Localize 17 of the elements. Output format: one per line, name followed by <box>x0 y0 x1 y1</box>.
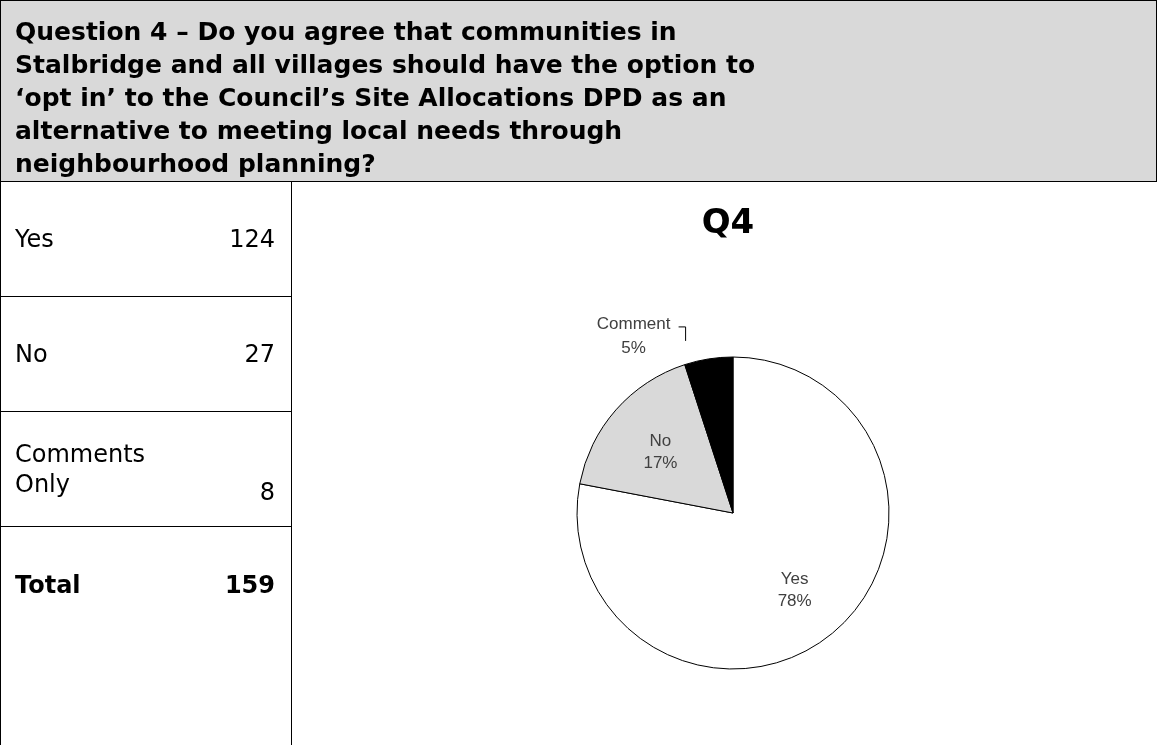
slice-label: Yes <box>780 569 809 589</box>
slice-label: Comment <box>596 313 671 333</box>
pie-slice <box>576 356 890 670</box>
text: Comments Only <box>14 439 147 499</box>
text: 27 <box>243 340 275 368</box>
text: No <box>14 339 49 369</box>
text: Yes <box>14 224 55 254</box>
text: Question 4 – Do you agree that communities in Stalbridge and all villages should have the option to ‘opt in’ to the Council’s Site Allocations DPD as an alternative to meeting local needs through neighbourhood planning? <box>14 16 757 180</box>
data-label: 5% <box>621 337 646 357</box>
data-label: 17% <box>643 452 678 472</box>
text: 8 <box>258 478 275 508</box>
chart-title: Q4 <box>701 201 755 241</box>
text: 124 <box>228 225 275 253</box>
text: Total <box>14 569 82 600</box>
text: 159 <box>223 570 275 599</box>
slice-label: No <box>649 430 672 450</box>
data-label: 78% <box>777 591 812 611</box>
